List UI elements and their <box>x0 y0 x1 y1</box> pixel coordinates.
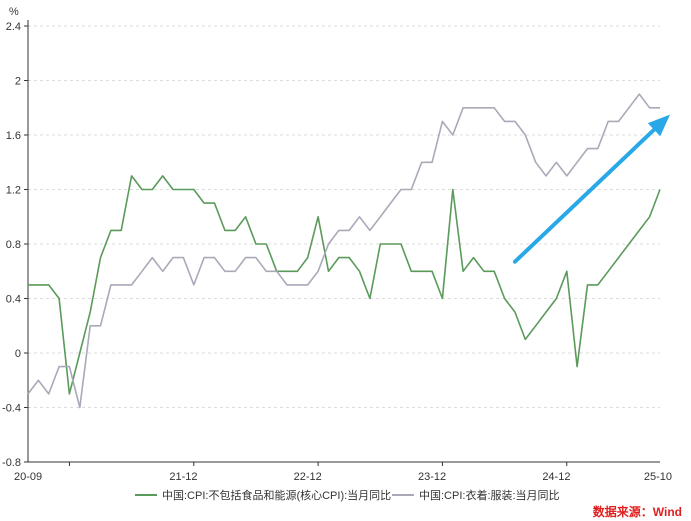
y-tick-label: 1.6 <box>6 130 21 142</box>
series-line-1 <box>28 175 661 395</box>
series-line-2 <box>27 93 660 409</box>
data-source: 数据来源：Wind <box>593 504 682 519</box>
x-tick-label: 24-12 <box>542 471 570 483</box>
y-tick-label: 2 <box>15 76 21 88</box>
y-tick-label: 0.8 <box>6 239 21 251</box>
y-tick-label: 2.4 <box>6 21 21 33</box>
x-tick-label: 23-12 <box>418 471 446 483</box>
x-tick-label: 22-12 <box>294 471 322 483</box>
arrow-head <box>647 114 670 137</box>
x-tick-label: 20-09 <box>14 471 42 483</box>
x-tick-label: 25-10 <box>644 471 672 483</box>
y-axis-ticks: 2.4 2 1.6 1.2 0.8 0.4 0 -0.4 -0.8 <box>2 21 28 469</box>
legend-label-2: 中国:CPI:衣着:服装:当月同比 <box>419 488 560 502</box>
y-tick-label: 1.2 <box>6 185 21 197</box>
y-tick-label: -0.4 <box>2 403 21 415</box>
x-axis-ticks: 20-09 21-12 22-12 23-12 24-12 25-10 <box>14 462 672 483</box>
legend-label-1: 中国:CPI:不包括食品和能源(核心CPI):当月同比 <box>162 488 391 502</box>
y-tick-label: 0 <box>15 348 21 360</box>
axes <box>27 20 660 463</box>
y-tick-label: 0.4 <box>6 294 21 306</box>
arrow-shaft <box>512 127 657 264</box>
y-tick-label: -0.8 <box>2 457 21 469</box>
legend: 中国:CPI:不包括食品和能源(核心CPI):当月同比 中国:CPI:衣着:服装:… <box>135 488 560 502</box>
x-tick-label: 21-12 <box>169 471 197 483</box>
series-lines <box>27 93 661 409</box>
trend-arrow <box>512 114 670 264</box>
y-axis-unit: % <box>9 6 19 18</box>
